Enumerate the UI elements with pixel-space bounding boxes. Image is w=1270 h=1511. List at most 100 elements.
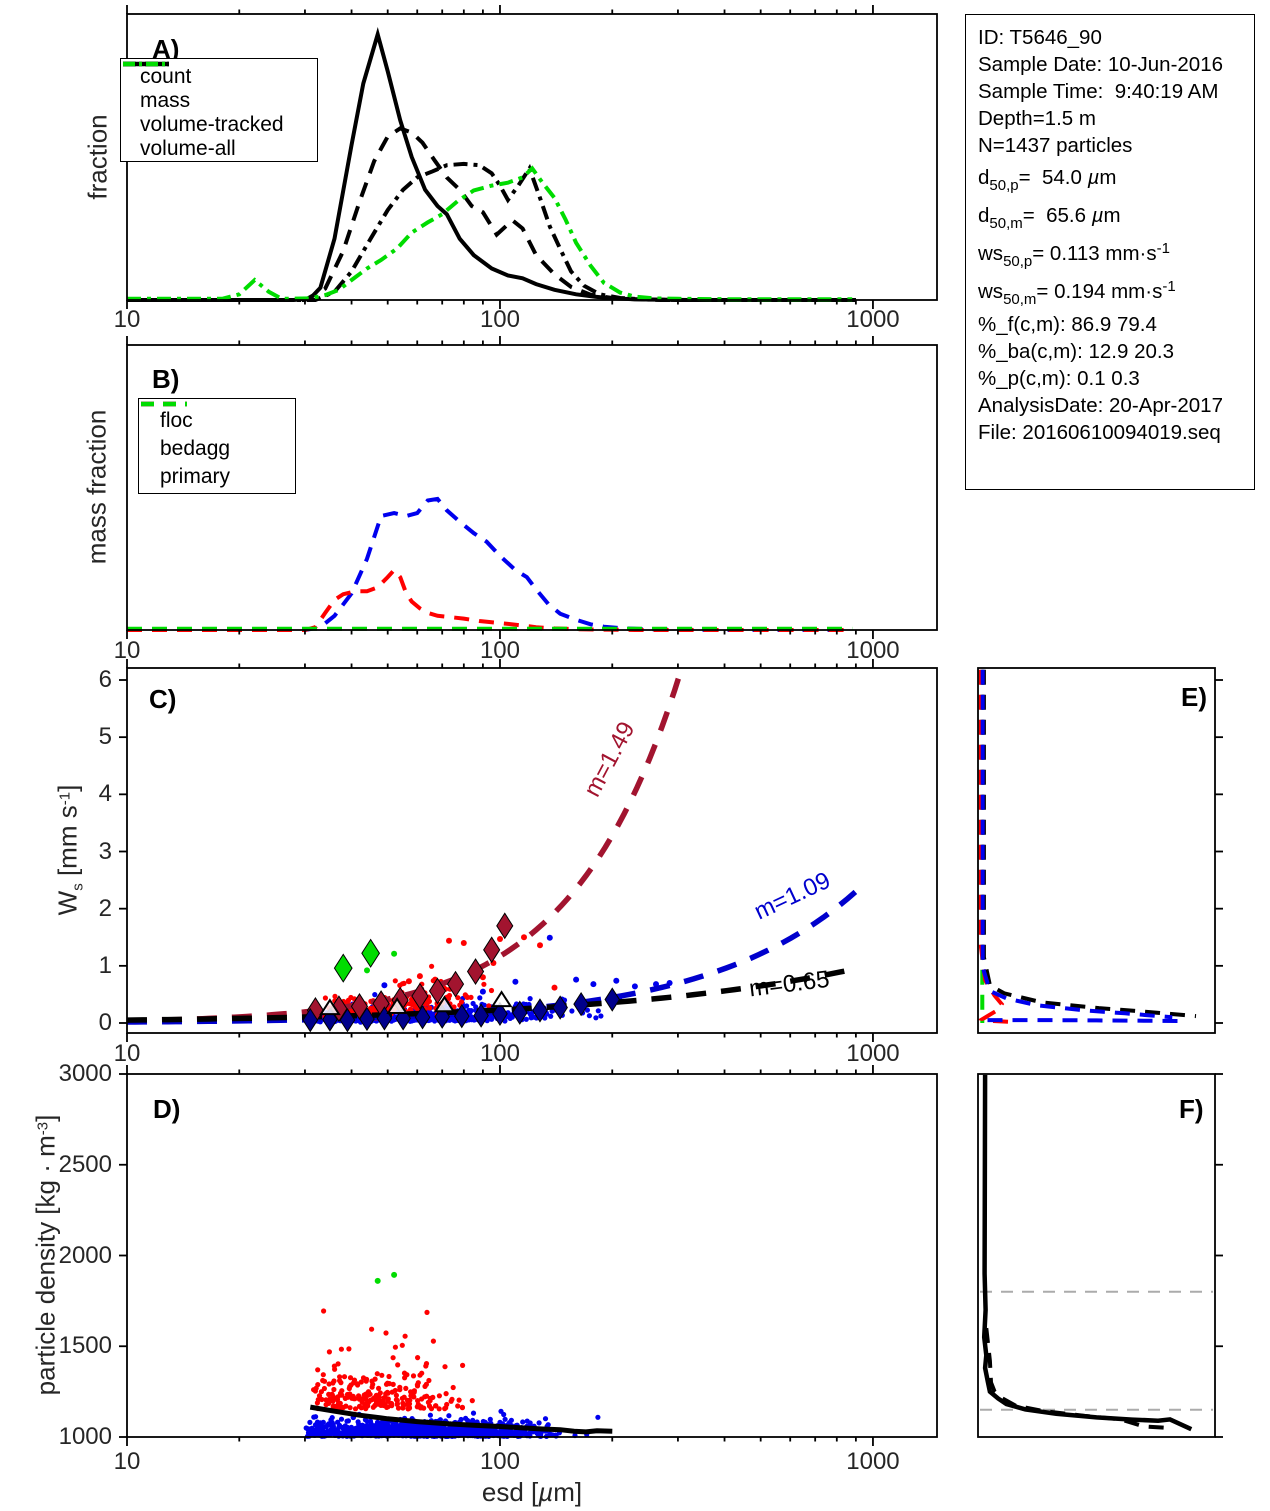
info-line-ws50m: ws50,m= 0.194 mm·s-1	[978, 273, 1242, 311]
x-tick-label: 10	[113, 1448, 141, 1475]
panel-A-ticks	[126, 5, 874, 309]
bedagg-median-diamonds	[306, 912, 514, 1024]
series-all-ws-dist	[981, 669, 1197, 1019]
text-segment: esd [	[481, 1477, 539, 1507]
legend-item-bedagg: bedagg	[141, 401, 295, 463]
text-segment: -1	[1162, 278, 1176, 295]
legend-label: count	[140, 65, 192, 88]
text-segment: %_f(c,m): 86.9 79.4	[978, 313, 1157, 336]
legend-label: floc	[160, 409, 193, 432]
panel-D-box	[126, 1073, 938, 1438]
panel-label-f: F)	[1179, 1094, 1204, 1124]
info-box: ID: T5646_90 Sample Date: 10-Jun-2016 Samp…	[965, 14, 1255, 490]
info-line-file: File: 20160610094019.seq	[978, 419, 1242, 446]
x-tick-label: 10	[113, 637, 141, 664]
fit-line-all-fit	[126, 966, 857, 1023]
x-tick-label: 1000	[846, 306, 900, 333]
panel-C-box	[126, 667, 938, 1034]
panel-label-e: E)	[1181, 682, 1207, 712]
x-tick-label: 10	[113, 1040, 141, 1067]
bedagg-outlier-dots	[405, 934, 558, 991]
x-tick-label: 10	[113, 306, 141, 333]
y-tick-label: 2000	[58, 1241, 112, 1269]
text-segment: N=1437 particles	[978, 134, 1133, 157]
legend-item-mass: mass	[123, 61, 317, 113]
info-line-sample-time: Sample Time: 9:40:19 AM	[978, 78, 1242, 105]
floc-outlier-dots	[381, 934, 673, 995]
x-tick-label: 100	[479, 306, 520, 333]
y-tick-label: 4	[98, 780, 112, 808]
series-density-dist-count	[981, 1074, 1193, 1432]
text-segment: = 54.0	[1018, 166, 1088, 189]
fit-line-bedagg-fit	[126, 670, 684, 1024]
series-floc-ws-dist	[980, 669, 1173, 1020]
text-segment: = 0.113 mm·s	[1032, 242, 1157, 265]
text-segment: ]	[30, 1114, 61, 1122]
legend-label: mass	[140, 89, 191, 112]
text-segment: µ	[1087, 166, 1100, 189]
panel-E-ticks	[1215, 679, 1223, 1024]
text-segment: ID: T5646_90	[978, 26, 1102, 49]
info-line-pct-p: %_p(c,m): 0.1 0.3	[978, 365, 1242, 392]
text-segment: m]	[553, 1477, 583, 1507]
text-segment: 50,m	[989, 215, 1023, 232]
x-tick-label: 100	[479, 1448, 520, 1475]
legend-label: primary	[160, 465, 231, 488]
legend-line-sample	[123, 61, 169, 67]
info-line-sample-date: Sample Date: 10-Jun-2016	[978, 51, 1242, 78]
text-segment: ws	[978, 242, 1004, 265]
x-axis-label-esd: esd [µm]	[482, 1477, 582, 1508]
panel-label-c: C)	[149, 684, 177, 714]
y-axis-label-mass-fraction: mass fraction	[82, 410, 113, 565]
y-axis-label-fraction: fraction	[83, 114, 114, 199]
x-tick-label: 100	[479, 637, 520, 664]
panel-D-ticks	[119, 1065, 874, 1446]
series-count	[127, 27, 856, 302]
y-tick-label: 5	[98, 723, 112, 751]
text-segment: %_p(c,m): 0.1 0.3	[978, 367, 1140, 390]
text-segment: AnalysisDate: 20-Apr-2017	[978, 394, 1223, 417]
y-tick-label: 1000	[58, 1423, 112, 1450]
legend-label: volume-tracked	[140, 113, 284, 136]
primary-dots	[364, 950, 398, 974]
legend-item-primary: primary	[141, 401, 295, 491]
text-segment: Depth=1.5 m	[978, 107, 1096, 130]
text-segment: -3	[34, 1121, 52, 1136]
text-segment: = 0.194 mm·s	[1036, 280, 1163, 303]
info-line-d50m: d50,m= 65.6 µm	[978, 197, 1242, 235]
text-segment: 50,p	[1003, 253, 1033, 270]
text-segment: 50,p	[989, 177, 1019, 194]
panel-F-ticks	[1215, 1073, 1223, 1438]
legend-line-sample	[141, 401, 187, 407]
text-segment: µ	[538, 1477, 554, 1507]
fit-label: m=1.49	[579, 717, 641, 801]
legend-panel-a: count mass volume-tracked volume-all	[120, 58, 318, 162]
panel-label-b: B)	[152, 364, 180, 394]
y-tick-label: 3000	[58, 1060, 112, 1087]
text-segment: m	[1099, 166, 1117, 189]
info-line-pct-f: %_f(c,m): 86.9 79.4	[978, 311, 1242, 338]
panel-B-ticks	[126, 336, 874, 639]
all-median-triangles	[319, 990, 513, 1016]
panel-E-box	[977, 667, 1216, 1034]
primary-density-dots	[374, 1271, 398, 1284]
text-segment: µ	[1091, 204, 1104, 227]
info-line-pct-ba: %_ba(c,m): 12.9 20.3	[978, 338, 1242, 365]
legend-item-volume-tracked: volume-tracked	[123, 61, 317, 137]
info-line-ws50p: ws50,p= 0.113 mm·s-1	[978, 235, 1242, 273]
info-line-analysis-date: AnalysisDate: 20-Apr-2017	[978, 392, 1242, 419]
info-line-n-particles: N=1437 particles	[978, 132, 1242, 159]
text-segment: ws	[978, 280, 1004, 303]
series-volume-all	[127, 165, 853, 302]
text-segment: %_ba(c,m): 12.9 20.3	[978, 340, 1174, 363]
y-tick-label: 1500	[58, 1332, 112, 1360]
panel-B-box	[126, 344, 938, 631]
text-segment: File: 20160610094019.seq	[978, 421, 1221, 444]
y-tick-label: 0	[98, 1008, 112, 1036]
text-segment: -1	[1156, 240, 1170, 257]
y-tick-label: 2	[98, 894, 112, 922]
fit-label: m=0.65	[748, 966, 831, 1003]
text-segment: Sample Time: 9:40:19 AM	[978, 80, 1219, 103]
